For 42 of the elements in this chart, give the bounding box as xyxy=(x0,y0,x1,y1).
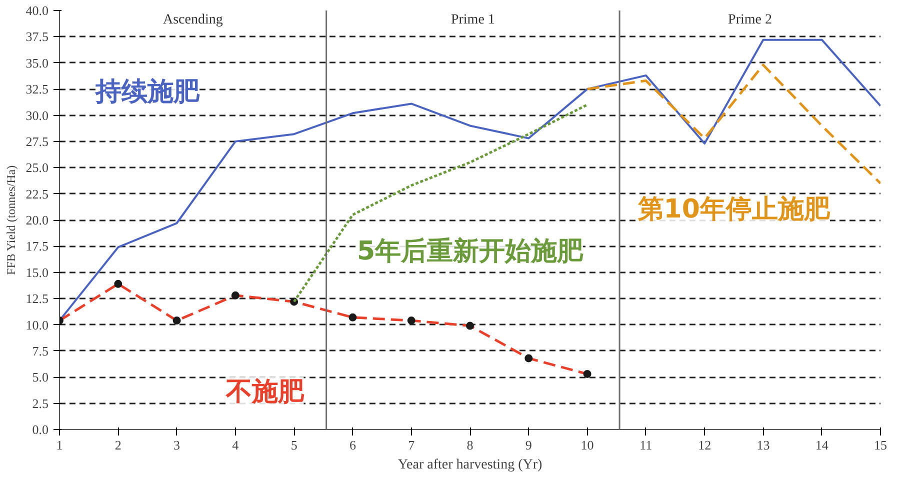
y-tick-label: 5.0 xyxy=(32,370,48,385)
y-tick-label: 7.5 xyxy=(32,343,48,358)
y-tick-label: 17.5 xyxy=(26,238,48,254)
x-tick-label: 3 xyxy=(174,438,180,452)
x-axis-title: Year after harvesting (Yr) xyxy=(398,458,543,472)
y-tick-label: 25.0 xyxy=(26,160,48,176)
x-tick-label: 12 xyxy=(698,438,712,452)
x-tick-label: 5 xyxy=(290,438,298,452)
x-tick-label: 2 xyxy=(114,438,122,452)
x-tick-label: 4 xyxy=(232,438,240,452)
y-tick-label: 2.5 xyxy=(32,396,48,411)
series-label: 持续施肥 xyxy=(94,77,200,108)
y-tick-label: 15.0 xyxy=(26,264,48,280)
annotation: Prime 2 xyxy=(728,12,772,28)
x-tick-label: 14 xyxy=(815,438,829,452)
text: 不施肥 xyxy=(224,376,305,407)
y-tick-label: 0.0 xyxy=(32,422,48,437)
x-tick-label: 7 xyxy=(408,438,416,452)
y-tick-label: 30.0 xyxy=(26,108,48,123)
x-tick-label: 8 xyxy=(466,438,474,452)
y-tick-label: 32.5 xyxy=(26,82,48,97)
y-tick-label: 35.0 xyxy=(26,55,48,70)
y-tick-label: 22.5 xyxy=(26,186,48,202)
x-tick-label: 11 xyxy=(640,438,652,452)
x-tick-label: 6 xyxy=(349,438,356,452)
y-tick-label: 10.0 xyxy=(26,317,48,332)
x-tick-label: 9 xyxy=(525,438,532,452)
y-axis-title: FFB Yield (tonnes/Ha) xyxy=(4,165,18,275)
x-tick-label: 10 xyxy=(580,438,594,452)
series-label: 5年后重新开始施肥 xyxy=(356,236,584,266)
y-tick-label: 37.5 xyxy=(26,29,48,44)
y-tick-label: 20.0 xyxy=(26,212,48,228)
annotation: Prime 1 xyxy=(450,12,495,28)
x-tick-label: 13 xyxy=(756,438,770,452)
x-tick-label: 1 xyxy=(56,438,63,452)
line-series xyxy=(586,64,880,185)
y-tick-label: 40.0 xyxy=(26,3,48,18)
annotation: Ascending xyxy=(162,12,223,28)
y-tick-label: 27.5 xyxy=(26,134,48,149)
series-label: 第10年停止施肥 xyxy=(636,194,831,225)
y-tick-label: 12.5 xyxy=(26,291,48,306)
x-tick-label: 15 xyxy=(874,438,887,452)
